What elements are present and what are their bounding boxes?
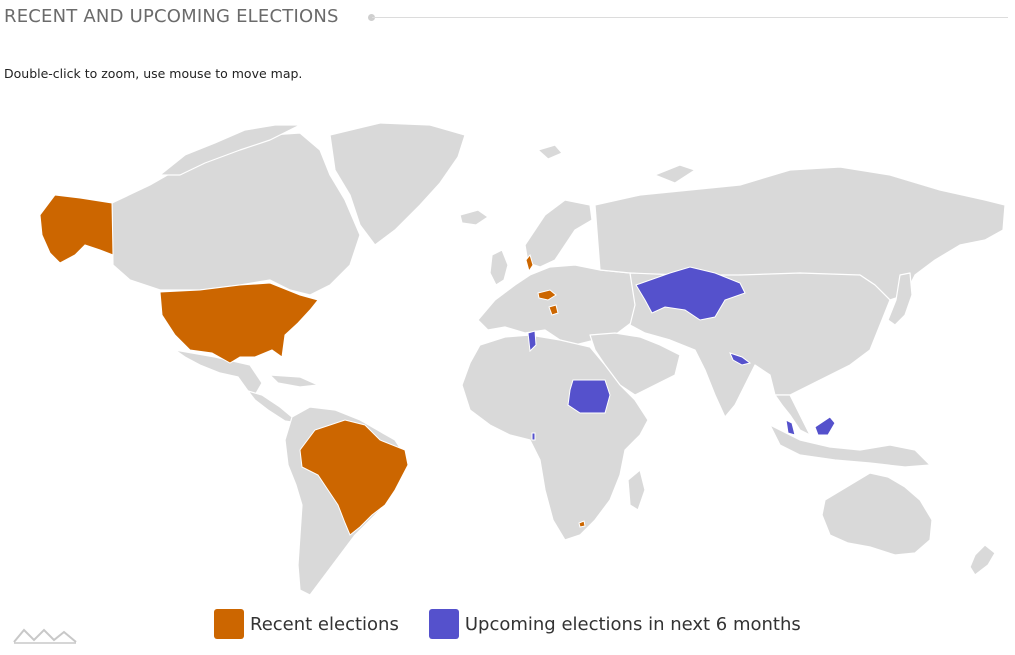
country-united-states[interactable]: [159, 282, 319, 364]
country-japan[interactable]: [887, 272, 913, 326]
country-brazil[interactable]: [299, 419, 409, 536]
country-malaysia-borneo[interactable]: [814, 416, 836, 436]
country-canada-islands[interactable]: [159, 124, 301, 176]
country-greenland[interactable]: [329, 122, 466, 246]
country-sudan[interactable]: [567, 379, 611, 414]
legend-item-recent[interactable]: Recent elections: [214, 609, 399, 639]
region-indonesia[interactable]: [769, 424, 931, 468]
country-iceland[interactable]: [459, 209, 489, 226]
country-sweden[interactable]: [525, 253, 534, 273]
region-svalbard[interactable]: [537, 144, 563, 160]
recent-elections-layer: [39, 194, 586, 536]
country-lesotho[interactable]: [578, 520, 586, 528]
country-kazakhstan[interactable]: [635, 266, 746, 321]
title-dot: [368, 14, 375, 21]
country-alaska[interactable]: [39, 194, 114, 264]
country-australia[interactable]: [821, 472, 933, 556]
land-layer: [111, 122, 1006, 596]
country-canada[interactable]: [111, 132, 361, 296]
world-map[interactable]: [0, 95, 1015, 605]
country-tunisia[interactable]: [527, 330, 537, 353]
country-bangladesh[interactable]: [729, 352, 752, 366]
country-bosnia-and-herzegovina[interactable]: [548, 304, 559, 316]
map-hint: Double-click to zoom, use mouse to move …: [4, 66, 303, 81]
region-scandinavia[interactable]: [524, 199, 593, 268]
country-madagascar[interactable]: [627, 469, 646, 511]
page-title: RECENT AND UPCOMING ELECTIONS: [4, 6, 339, 27]
country-malaysia-peninsula[interactable]: [785, 419, 796, 436]
title-divider: [372, 17, 1008, 18]
legend-label-recent: Recent elections: [250, 613, 399, 635]
legend-swatch-recent: [214, 609, 244, 639]
region-southeast-asia[interactable]: [774, 394, 811, 436]
region-novaya-zemlya[interactable]: [654, 164, 696, 184]
country-united-kingdom[interactable]: [489, 249, 509, 286]
legend-item-upcoming[interactable]: Upcoming elections in next 6 months: [428, 609, 801, 639]
upcoming-elections-layer: [527, 266, 836, 441]
header: RECENT AND UPCOMING ELECTIONS: [4, 4, 1008, 34]
world-map-svg[interactable]: [0, 95, 1015, 605]
legend-swatch-upcoming: [428, 609, 459, 639]
legend-label-upcoming: Upcoming elections in next 6 months: [464, 613, 801, 635]
region-caribbean[interactable]: [269, 374, 319, 388]
map-legend: Recent elections Upcoming elections in n…: [214, 608, 831, 640]
country-togo[interactable]: [531, 432, 536, 441]
country-new-zealand[interactable]: [969, 544, 996, 576]
country-czech-republic[interactable]: [537, 289, 557, 301]
amcharts-logo-icon[interactable]: [12, 622, 78, 646]
